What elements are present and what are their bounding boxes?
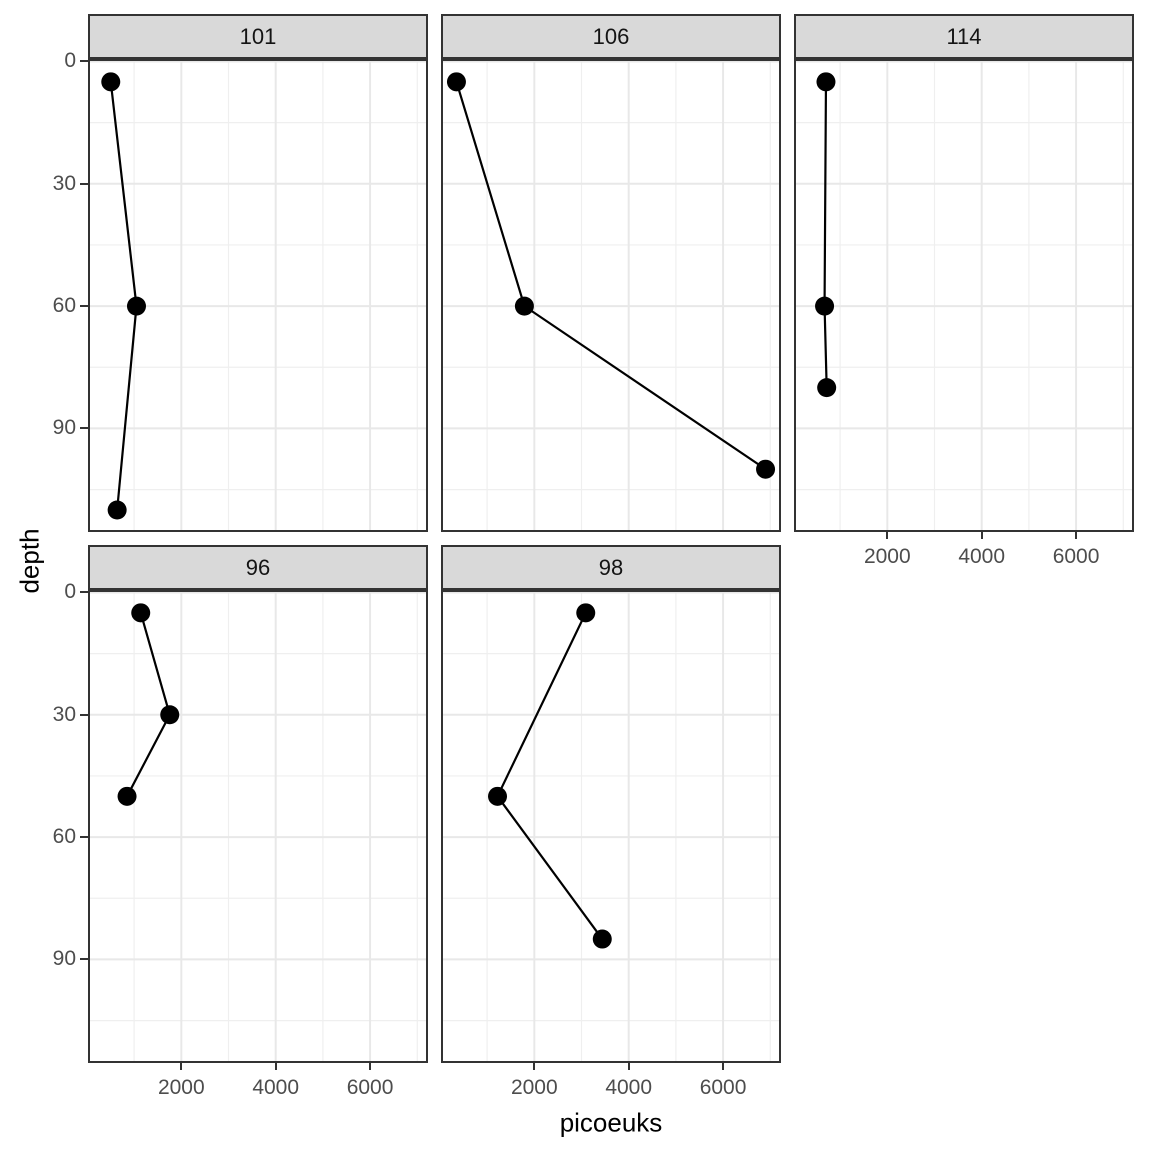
y-tick-mark xyxy=(80,305,88,308)
y-tick-label: 30 xyxy=(52,171,76,195)
data-point xyxy=(101,72,121,92)
x-axis-title: picoeuks xyxy=(559,1107,663,1138)
facet-strip: 98 xyxy=(441,545,781,590)
panel-border xyxy=(88,590,428,1063)
x-tick-label: 6000 xyxy=(346,1076,394,1099)
x-tick-label: 6000 xyxy=(1052,545,1100,568)
panel-border xyxy=(794,59,1134,532)
x-tick-label: 4000 xyxy=(958,545,1006,568)
x-tick-label: 2000 xyxy=(863,545,911,568)
facet-strip-label: 96 xyxy=(245,554,271,580)
data-point xyxy=(117,786,137,806)
facet-strip: 114 xyxy=(794,14,1134,59)
y-tick-mark xyxy=(80,427,88,430)
facet-panel xyxy=(794,59,1134,532)
facet-strip-label: 98 xyxy=(598,554,624,580)
y-tick-mark xyxy=(80,591,88,594)
y-tick-label: 60 xyxy=(52,825,76,849)
data-point xyxy=(107,500,127,520)
data-point xyxy=(817,378,837,398)
data-point xyxy=(592,929,612,949)
data-point xyxy=(160,705,180,725)
facet-strip: 106 xyxy=(441,14,781,59)
y-tick-mark xyxy=(80,836,88,839)
x-tick-label: 4000 xyxy=(252,1076,300,1099)
profile-line xyxy=(823,81,828,388)
data-point xyxy=(816,72,836,92)
panel-border xyxy=(88,59,428,532)
y-tick-label: 90 xyxy=(52,416,76,440)
facet-panel xyxy=(88,59,428,532)
facet-panel xyxy=(88,590,428,1063)
facet-strip-label: 114 xyxy=(946,23,982,49)
y-tick-mark xyxy=(80,958,88,961)
facet-strip-label: 106 xyxy=(592,23,630,49)
y-tick-label: 0 xyxy=(64,49,76,73)
data-point xyxy=(488,786,508,806)
x-tick-mark xyxy=(274,1063,277,1070)
data-point xyxy=(131,603,151,623)
y-tick-label: 30 xyxy=(52,702,76,726)
data-point xyxy=(815,296,835,316)
x-tick-label: 4000 xyxy=(605,1076,653,1099)
profile-line xyxy=(109,81,138,511)
x-tick-mark xyxy=(369,1063,372,1070)
profile-line xyxy=(126,612,171,797)
y-tick-mark xyxy=(80,182,88,185)
profile-line xyxy=(455,81,767,471)
x-tick-mark xyxy=(886,532,889,539)
x-tick-mark xyxy=(533,1063,536,1070)
y-tick-mark xyxy=(80,60,88,63)
panel-border xyxy=(441,59,781,532)
data-point xyxy=(756,459,776,479)
x-tick-mark xyxy=(980,532,983,539)
data-point xyxy=(576,603,596,623)
x-tick-label: 2000 xyxy=(510,1076,558,1099)
x-tick-mark xyxy=(1075,532,1078,539)
x-tick-mark xyxy=(627,1063,630,1070)
y-tick-label: 60 xyxy=(52,294,76,318)
facet-panel xyxy=(441,590,781,1063)
facet-strip: 96 xyxy=(88,545,428,590)
panel-border xyxy=(441,590,781,1063)
data-point xyxy=(126,296,146,316)
facet-strip: 101 xyxy=(88,14,428,59)
x-tick-mark xyxy=(180,1063,183,1070)
data-point xyxy=(446,72,466,92)
x-tick-label: 6000 xyxy=(699,1076,747,1099)
data-point xyxy=(514,296,534,316)
y-tick-label: 90 xyxy=(52,947,76,971)
x-tick-label: 2000 xyxy=(157,1076,205,1099)
facet-panel xyxy=(441,59,781,532)
y-tick-mark xyxy=(80,713,88,716)
y-tick-label: 0 xyxy=(64,580,76,604)
facet-strip-label: 101 xyxy=(239,23,277,49)
x-tick-mark xyxy=(722,1063,725,1070)
